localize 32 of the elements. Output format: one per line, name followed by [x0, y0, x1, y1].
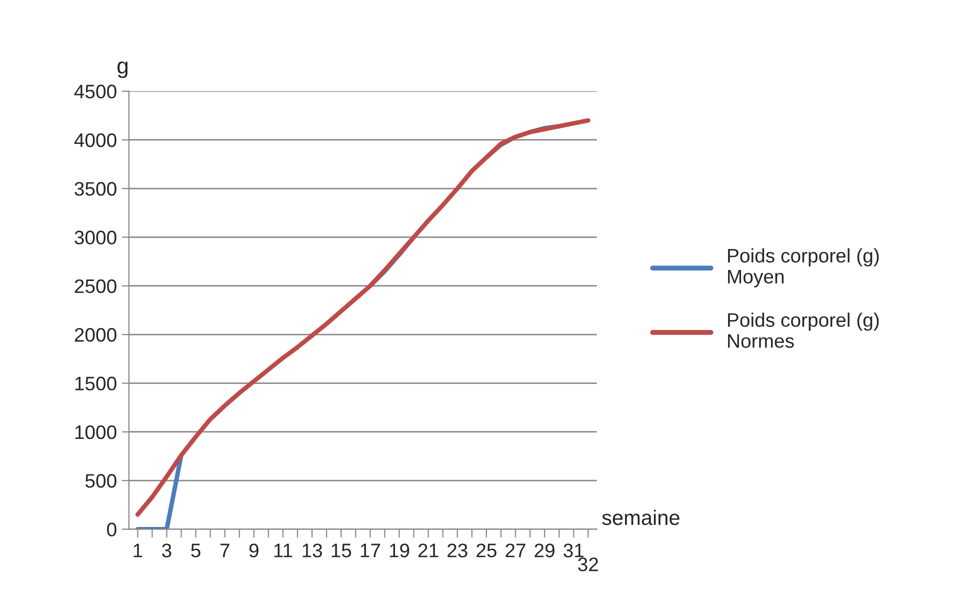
x-tick-label: 17 [360, 544, 380, 558]
x-tick-label: 27 [506, 544, 526, 558]
y-axis-title: g [118, 62, 128, 78]
legend-label: Poids corporel (g) Normes [728, 312, 879, 348]
y-tick-label: 2000 [74, 328, 116, 342]
x-tick-label: 3 [162, 544, 172, 558]
x-tick-label: 19 [390, 544, 410, 558]
x-tick-label: 25 [476, 544, 496, 558]
y-tick-label: 4500 [74, 84, 116, 98]
x-tick-label: 32 [578, 557, 598, 572]
x-tick-label: 7 [220, 544, 230, 558]
x-tick-label: 31 [564, 544, 584, 558]
y-tick-label: 4000 [74, 133, 116, 148]
y-tick-label: 1500 [75, 376, 116, 390]
y-tick-label: 3500 [74, 182, 116, 196]
y-tick-label: 0 [107, 522, 116, 536]
x-tick-label: 29 [534, 544, 554, 558]
x-tick-label: 21 [418, 544, 438, 558]
x-tick-label: 23 [448, 544, 468, 558]
y-tick-label: 500 [85, 474, 116, 488]
x-tick-label: 13 [302, 544, 322, 558]
x-tick-label: 15 [332, 544, 352, 558]
x-tick-label: 5 [191, 544, 200, 558]
x-tick-label: 1 [134, 544, 142, 558]
legend-label: Poids corporel (g) Moyen [728, 248, 879, 288]
x-tick-label: 9 [249, 544, 258, 558]
y-tick-label: 2500 [74, 279, 116, 294]
x-tick-label: 11 [274, 544, 292, 558]
y-tick-label: 1000 [75, 425, 116, 440]
y-tick-label: 3000 [74, 230, 116, 244]
x-axis-title: semaine [602, 510, 680, 526]
line-series [135, 118, 590, 517]
